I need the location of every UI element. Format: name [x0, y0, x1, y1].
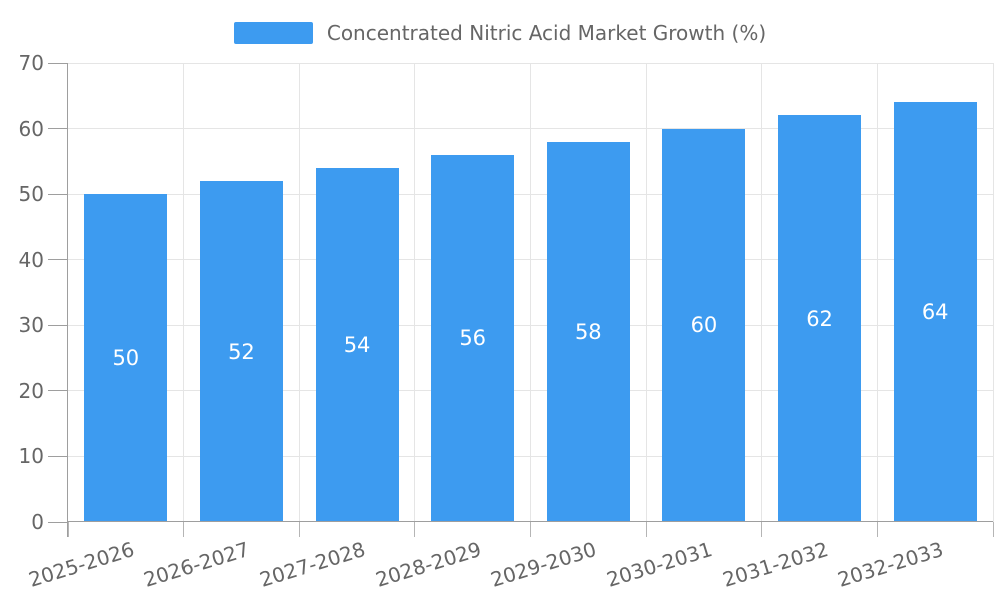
x-gridline [414, 63, 416, 522]
y-axis-label: 60 [18, 116, 44, 141]
x-gridline [761, 63, 763, 522]
y-axis-label: 20 [18, 378, 44, 403]
plot-area: 0 10 20 30 40 50 60 70 50 2025-2026 52 2026-2027 54 2… [19, 51, 994, 592]
bar [662, 128, 746, 522]
x-axis-tick [876, 522, 878, 537]
bar-value-label: 64 [921, 300, 949, 325]
legend-item[interactable]: Concentrated Nitric Acid Market Growth (… [0, 20, 1000, 46]
y-axis-label: 0 [31, 510, 44, 534]
x-gridline [530, 63, 531, 522]
x-axis-tick [298, 522, 300, 537]
y-axis-label: 50 [18, 182, 44, 207]
y-axis-tick [48, 128, 67, 130]
x-axis-tick [67, 522, 69, 537]
x-gridline [876, 63, 878, 522]
y-axis-tick [48, 521, 67, 523]
y-axis-tick [48, 259, 67, 261]
y-axis-label: 40 [18, 247, 44, 272]
bar [546, 141, 630, 522]
x-axis-label: 2032-2033 [834, 537, 947, 592]
bar-value-label: 52 [228, 339, 255, 364]
legend-swatch [233, 22, 313, 44]
bar-value-label: 62 [806, 306, 833, 331]
y-axis-tick [48, 324, 67, 326]
bar-value-label: 54 [343, 332, 371, 357]
y-axis-tick [48, 455, 67, 457]
x-axis-tick [645, 522, 647, 537]
x-gridline [183, 63, 185, 522]
legend-label: Concentrated Nitric Acid Market Growth (… [326, 21, 767, 45]
x-gridline [645, 63, 647, 522]
x-axis-tick [183, 522, 185, 537]
x-gridline [298, 63, 300, 522]
bar [199, 181, 283, 522]
x-axis-line [67, 521, 993, 522]
y-axis-tick [48, 193, 67, 195]
x-axis-tick [992, 522, 994, 537]
bar [893, 102, 977, 522]
bar [431, 154, 515, 522]
bar-value-label: 50 [112, 346, 140, 371]
bar-value-label: 58 [574, 319, 602, 344]
x-axis-tick [414, 522, 416, 537]
y-axis-line [67, 63, 68, 537]
y-axis-tick [48, 62, 67, 64]
x-axis-tick [761, 522, 763, 537]
bar [84, 194, 168, 522]
y-axis-label: 30 [18, 313, 44, 338]
bar [315, 167, 399, 522]
y-axis-label: 10 [18, 444, 44, 469]
x-axis-tick [530, 522, 531, 537]
bar [778, 115, 862, 522]
y-axis-label: 70 [18, 51, 44, 75]
x-gridline [992, 63, 994, 522]
bar-value-label: 56 [459, 326, 487, 351]
bar-value-label: 60 [690, 313, 718, 338]
y-axis-tick [48, 390, 67, 392]
